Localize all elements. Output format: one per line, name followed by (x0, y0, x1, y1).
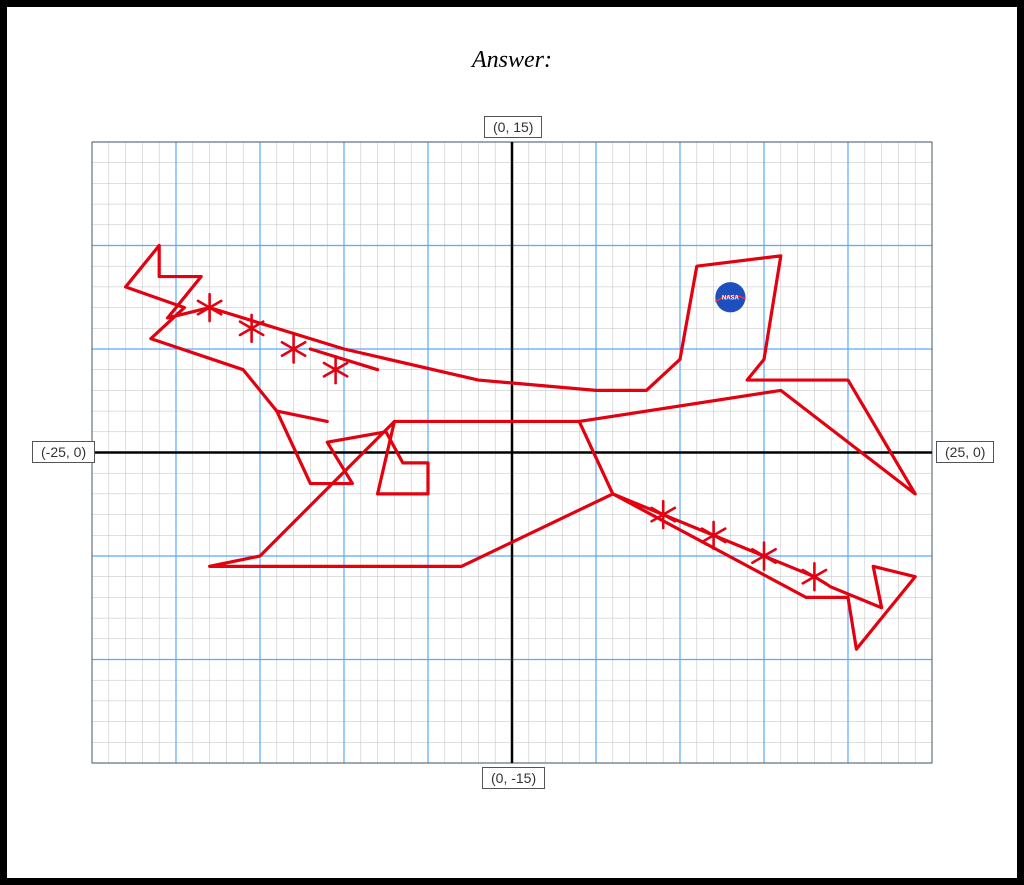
coordinate-grid-svg: NASA (57, 107, 967, 798)
axis-label-top: (0, 15) (484, 116, 542, 138)
plot-area: NASA (0, 15) (0, -15) (-25, 0) (25, 0) (57, 107, 967, 798)
axis-label-bottom: (0, -15) (482, 767, 545, 789)
outer-frame: Answer: NASA (0, 15) (0, -15) (-25, 0) (… (0, 0, 1024, 885)
svg-text:NASA: NASA (722, 295, 740, 301)
axis-label-right: (25, 0) (936, 441, 994, 463)
page-title: Answer: (7, 47, 1017, 74)
axis-label-left: (-25, 0) (32, 441, 95, 463)
